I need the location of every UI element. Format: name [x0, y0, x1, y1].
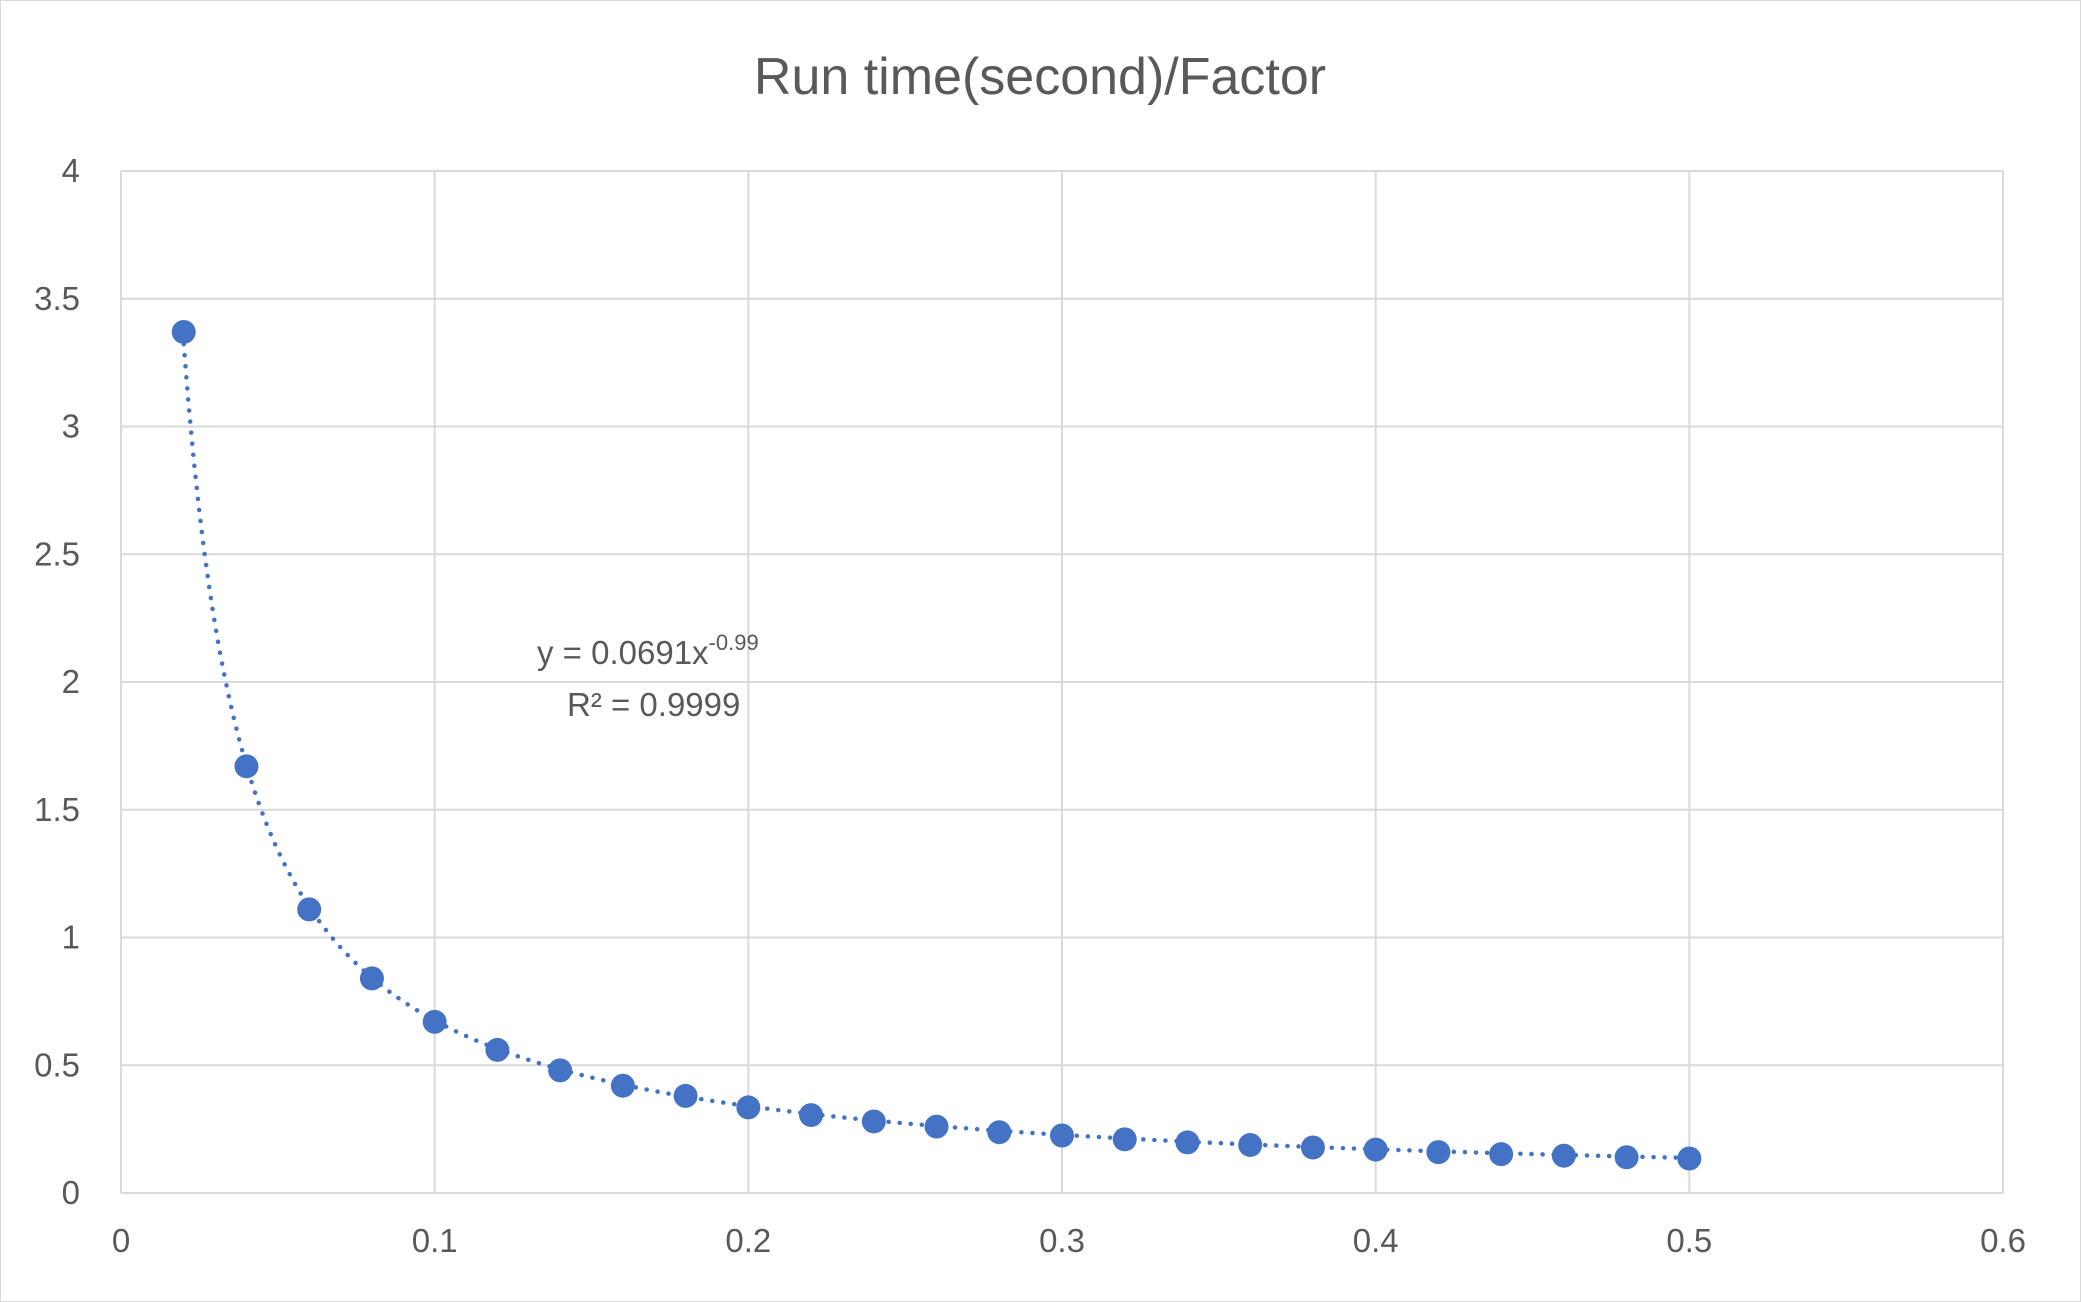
y-tick-label: 2.5: [34, 535, 80, 572]
data-point: [1677, 1146, 1702, 1171]
y-tick-label: 4: [62, 152, 80, 189]
data-point: [1112, 1127, 1137, 1152]
y-tick-label: 1: [62, 919, 80, 956]
data-point: [1300, 1135, 1325, 1160]
x-tick-label: 0.1: [412, 1222, 458, 1259]
y-axis-ticks: 0 0.5 1 1.5 2 2.5 3 3.5 4: [34, 152, 80, 1211]
x-tick-label: 0.5: [1666, 1222, 1712, 1259]
trendline-equation: y = 0.0691x-0.99: [537, 630, 759, 671]
x-tick-label: 0: [112, 1222, 130, 1259]
power-trendline: [181, 341, 1692, 1161]
data-points: [171, 319, 1702, 1171]
data-point: [171, 319, 196, 344]
data-point: [861, 1109, 886, 1134]
data-point: [1426, 1140, 1451, 1165]
y-tick-label: 1.5: [34, 791, 80, 828]
data-point: [1238, 1132, 1263, 1157]
data-point: [1050, 1123, 1074, 1148]
data-point: [1363, 1137, 1388, 1162]
data-point: [1614, 1145, 1639, 1170]
y-tick-label: 0.5: [34, 1046, 80, 1083]
y-tick-label: 3.5: [34, 280, 80, 317]
data-point: [736, 1095, 761, 1120]
y-tick-label: 2: [62, 663, 80, 700]
data-point: [987, 1120, 1012, 1145]
x-tick-label: 0.4: [1353, 1222, 1399, 1259]
data-point: [548, 1058, 573, 1083]
trendline-r-squared: R² = 0.9999: [567, 686, 740, 723]
data-point: [1489, 1142, 1514, 1167]
x-tick-label: 0.6: [1980, 1222, 2026, 1259]
data-point: [1551, 1143, 1576, 1168]
grid: [120, 170, 2004, 1194]
trendline-equation-exponent: -0.99: [709, 630, 759, 655]
data-point: [422, 1009, 447, 1034]
chart-title: Run time(second)/Factor: [754, 48, 1326, 106]
x-tick-label: 0.3: [1039, 1222, 1085, 1259]
data-point: [673, 1083, 698, 1108]
data-point: [610, 1073, 635, 1098]
x-tick-label: 0.2: [725, 1222, 771, 1259]
y-tick-label: 3: [62, 408, 80, 445]
x-axis-ticks: 0 0.1 0.2 0.3 0.4 0.5 0.6: [112, 1222, 2026, 1259]
data-point: [359, 966, 384, 991]
data-point: [485, 1037, 510, 1062]
data-point: [297, 897, 322, 922]
y-tick-label: 0: [62, 1174, 80, 1211]
data-point: [234, 754, 259, 779]
data-point: [799, 1103, 824, 1128]
data-point: [924, 1114, 949, 1139]
trendline-equation-main: y = 0.0691x: [537, 634, 709, 671]
data-point: [1175, 1130, 1200, 1155]
